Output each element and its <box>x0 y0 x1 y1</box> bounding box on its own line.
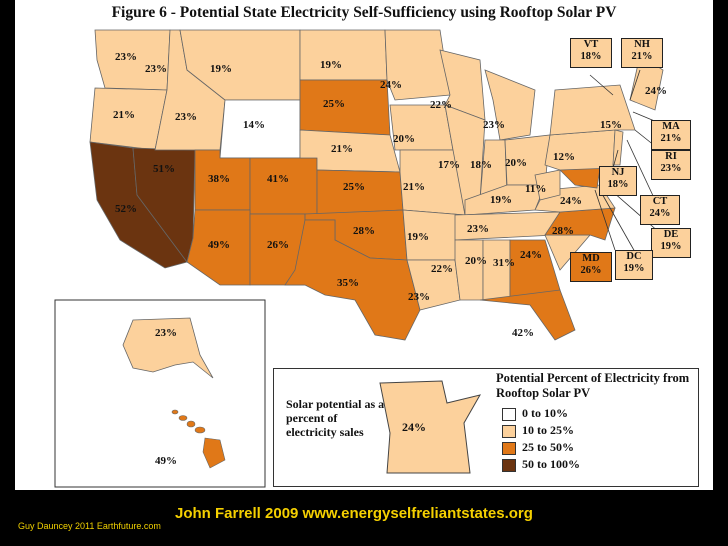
state-al[interactable] <box>482 239 511 301</box>
label-ne: 21% <box>331 143 353 155</box>
state-sd[interactable] <box>299 79 391 136</box>
label-mi: 23% <box>483 119 505 131</box>
label-co: 41% <box>267 173 289 185</box>
label-nm: 26% <box>267 239 289 251</box>
legend-item-2: 25 to 50% <box>502 440 574 455</box>
label-ut: 38% <box>208 173 230 185</box>
label-az: 49% <box>208 239 230 251</box>
legend-swatch-0 <box>502 407 516 421</box>
mn-inset-value: 24% <box>402 420 426 434</box>
label-tx: 35% <box>337 277 359 289</box>
label-wy: 14% <box>243 119 265 131</box>
legend-panel: Solar potential as a percent of electric… <box>273 368 699 487</box>
callout-dc[interactable]: DC 19% <box>615 250 653 280</box>
label-mn: 24% <box>380 79 402 91</box>
label-mo: 21% <box>403 181 425 193</box>
inset-note: Solar potential as a percent of electric… <box>286 397 385 439</box>
label-nv: 51% <box>153 163 175 175</box>
label-hi: 49% <box>155 455 177 467</box>
legend-swatch-1 <box>502 424 516 438</box>
label-me: 24% <box>645 85 667 97</box>
callout-de[interactable]: DE 19% <box>651 228 691 258</box>
label-sc: 24% <box>520 249 542 261</box>
state-nd[interactable] <box>299 29 388 81</box>
legend-item-1: 10 to 25% <box>502 423 574 438</box>
label-pa: 12% <box>553 151 575 163</box>
label-mt: 19% <box>210 63 232 75</box>
label-in: 18% <box>470 159 492 171</box>
legend-item-3: 50 to 100% <box>502 457 580 472</box>
label-oh: 20% <box>505 157 527 169</box>
label-fl: 42% <box>512 327 534 339</box>
callout-nj[interactable]: NJ 18% <box>599 166 637 196</box>
label-or: 21% <box>113 109 135 121</box>
label-ms: 22% <box>431 263 453 275</box>
label-ky: 19% <box>490 194 512 206</box>
state-fl[interactable] <box>479 289 576 341</box>
state-pa[interactable] <box>544 129 616 171</box>
label-ks: 25% <box>343 181 365 193</box>
mn-inset-shape: 24% <box>379 380 482 474</box>
label-tn: 23% <box>467 223 489 235</box>
legend-item-0: 0 to 10% <box>502 406 568 421</box>
label-id: 23% <box>145 63 167 75</box>
state-md[interactable] <box>559 167 601 189</box>
slide: Figure 6 - Potential State Electricity S… <box>15 0 713 490</box>
credit-line: John Farrell 2009 www.energyselfreliants… <box>175 505 533 522</box>
callout-vt[interactable]: VT 18% <box>570 38 612 68</box>
state-ny[interactable] <box>549 84 636 136</box>
label-nd: 19% <box>320 59 342 71</box>
label-nc: 28% <box>552 225 574 237</box>
state-wv[interactable] <box>534 169 561 201</box>
label-sd: 25% <box>323 98 345 110</box>
state-ms[interactable] <box>454 239 484 301</box>
callout-ct[interactable]: CT 24% <box>640 195 680 225</box>
state-mn[interactable] <box>384 29 451 101</box>
state-hi[interactable] <box>171 409 226 469</box>
state-nj[interactable] <box>612 129 624 166</box>
label-ia: 20% <box>393 133 415 145</box>
label-ok: 28% <box>353 225 375 237</box>
label-la: 23% <box>408 291 430 303</box>
label-ga: 31% <box>493 257 515 269</box>
label-wv: 11% <box>525 183 546 195</box>
state-co[interactable] <box>249 157 318 215</box>
state-mi[interactable] <box>484 69 536 141</box>
callout-ri[interactable]: RI 23% <box>651 150 691 180</box>
us-map: 23% 21% 23% 19% 14% 23% 51% 52% 38% 41% … <box>54 29 667 488</box>
label-wi: 22% <box>430 99 452 111</box>
legend-swatch-3 <box>502 458 516 472</box>
state-az[interactable] <box>186 209 251 286</box>
label-ar: 19% <box>407 231 429 243</box>
label-ca: 52% <box>115 203 137 215</box>
label-ny: 15% <box>600 119 622 131</box>
callout-md[interactable]: MD 26% <box>570 252 612 282</box>
label-wa: 23% <box>115 51 137 63</box>
label-ak: 23% <box>155 327 177 339</box>
label-il: 17% <box>438 159 460 171</box>
figure-title: Figure 6 - Potential State Electricity S… <box>111 4 617 21</box>
label-id2: 23% <box>175 111 197 123</box>
legend-title: Potential Percent of Electricity from Ro… <box>496 371 690 400</box>
state-ak[interactable] <box>122 317 214 379</box>
footer-text: Guy Dauncey 2011 Earthfuture.com <box>18 521 161 531</box>
legend-swatch-2 <box>502 441 516 455</box>
label-al: 20% <box>465 255 487 267</box>
callout-nh[interactable]: NH 21% <box>621 38 663 68</box>
state-tx[interactable] <box>284 219 421 341</box>
label-va: 24% <box>560 195 582 207</box>
callout-ma[interactable]: MA 21% <box>651 120 691 150</box>
